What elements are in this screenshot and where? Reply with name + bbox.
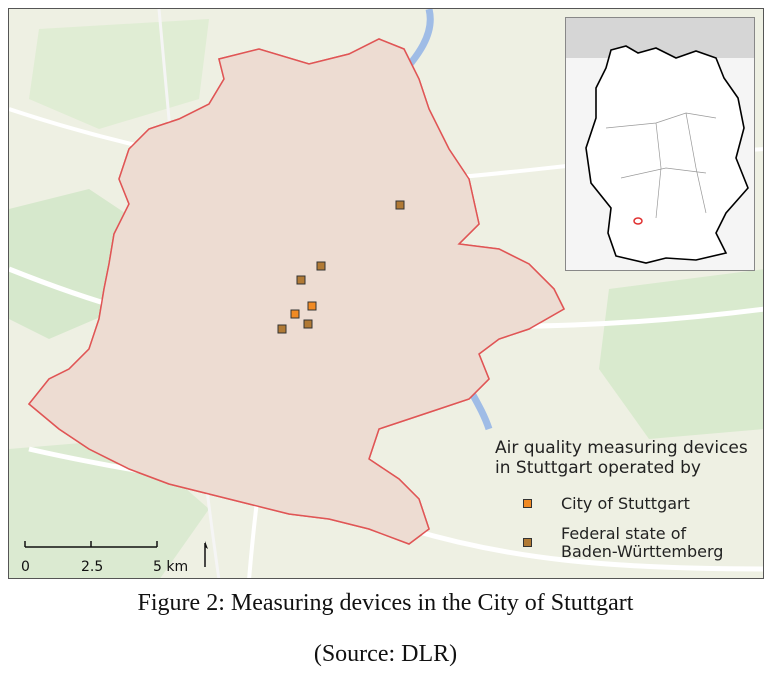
stuttgart-map[interactable]: Air quality measuring devices in Stuttga… (8, 8, 764, 579)
state-device-marker[interactable] (277, 324, 287, 334)
scale-tick-5km: 5 km (153, 559, 189, 575)
state-device-marker[interactable] (296, 275, 306, 285)
legend-title: Air quality measuring devices in Stuttga… (495, 438, 748, 478)
state-device-marker[interactable] (303, 319, 313, 329)
state-device-swatch (523, 538, 532, 547)
state-borders (605, 112, 717, 219)
scale-tick-0: 0 (21, 559, 30, 575)
figure-caption: Figure 2: Measuring devices in the City … (137, 590, 634, 616)
germany-border (585, 45, 749, 264)
north-arrow-icon (204, 541, 208, 567)
scale-bar-graphic (24, 541, 158, 548)
stuttgart-location-marker (633, 217, 643, 225)
figure-source: (Source: DLR) (313, 641, 458, 667)
map-legend: Air quality measuring devices in Stuttga… (485, 429, 760, 571)
legend-item-city: City of Stuttgart (561, 494, 690, 513)
scale-tick-2-5: 2.5 (81, 559, 104, 575)
city-device-marker[interactable] (307, 301, 317, 311)
forest-patch (29, 19, 209, 129)
state-device-marker[interactable] (316, 261, 326, 271)
city-device-marker[interactable] (290, 309, 300, 319)
scale-bar: 0 2.5 5 km (17, 535, 197, 575)
germany-outline (566, 18, 754, 264)
city-device-swatch (523, 499, 532, 508)
germany-inset-map (565, 17, 755, 271)
legend-item-state: Federal state of Baden-Württemberg (561, 524, 724, 561)
state-device-marker[interactable] (395, 200, 405, 210)
